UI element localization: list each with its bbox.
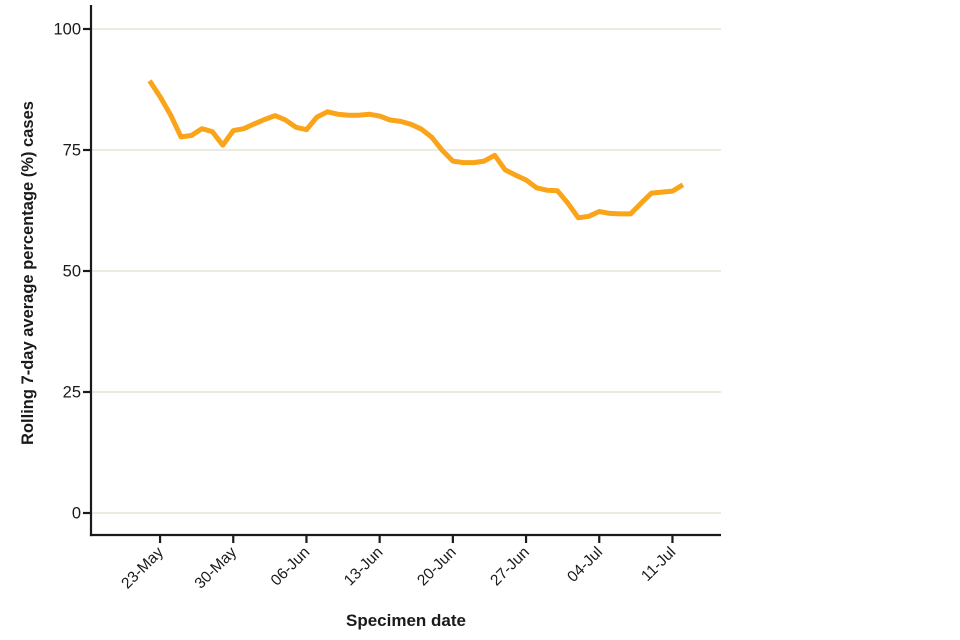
y-tick-label: 0: [72, 505, 81, 523]
x-tick-label: 11-Jul: [638, 544, 679, 585]
y-tick-label: 25: [63, 384, 81, 402]
y-tick-label: 75: [63, 142, 81, 160]
x-tick-label: 13-Jun: [341, 544, 387, 590]
data-series: [147, 79, 685, 221]
gridlines: [92, 28, 721, 514]
x-tick-label: 06-Jun: [268, 544, 314, 590]
x-axis-title: Specimen date: [346, 611, 466, 630]
tick-labels: 0 25 50 75 100 23-May 30-May 06-Jun 13-Jun 20-Jun…: [53, 21, 679, 593]
y-axis-title: Rolling 7-day average percentage (%) cas…: [19, 101, 37, 445]
axis-ticks: [83, 27, 674, 543]
y-tick-label: 100: [53, 21, 81, 39]
x-tick-label: 20-Jun: [414, 544, 460, 590]
x-tick-label: 04-Jul: [564, 544, 606, 586]
cases-line-series: [147, 79, 685, 221]
x-tick-label: 23-May: [118, 544, 167, 593]
x-tick-label: 27-Jun: [487, 544, 533, 590]
x-tick-label: 30-May: [192, 544, 241, 593]
y-tick-label: 50: [63, 263, 81, 281]
